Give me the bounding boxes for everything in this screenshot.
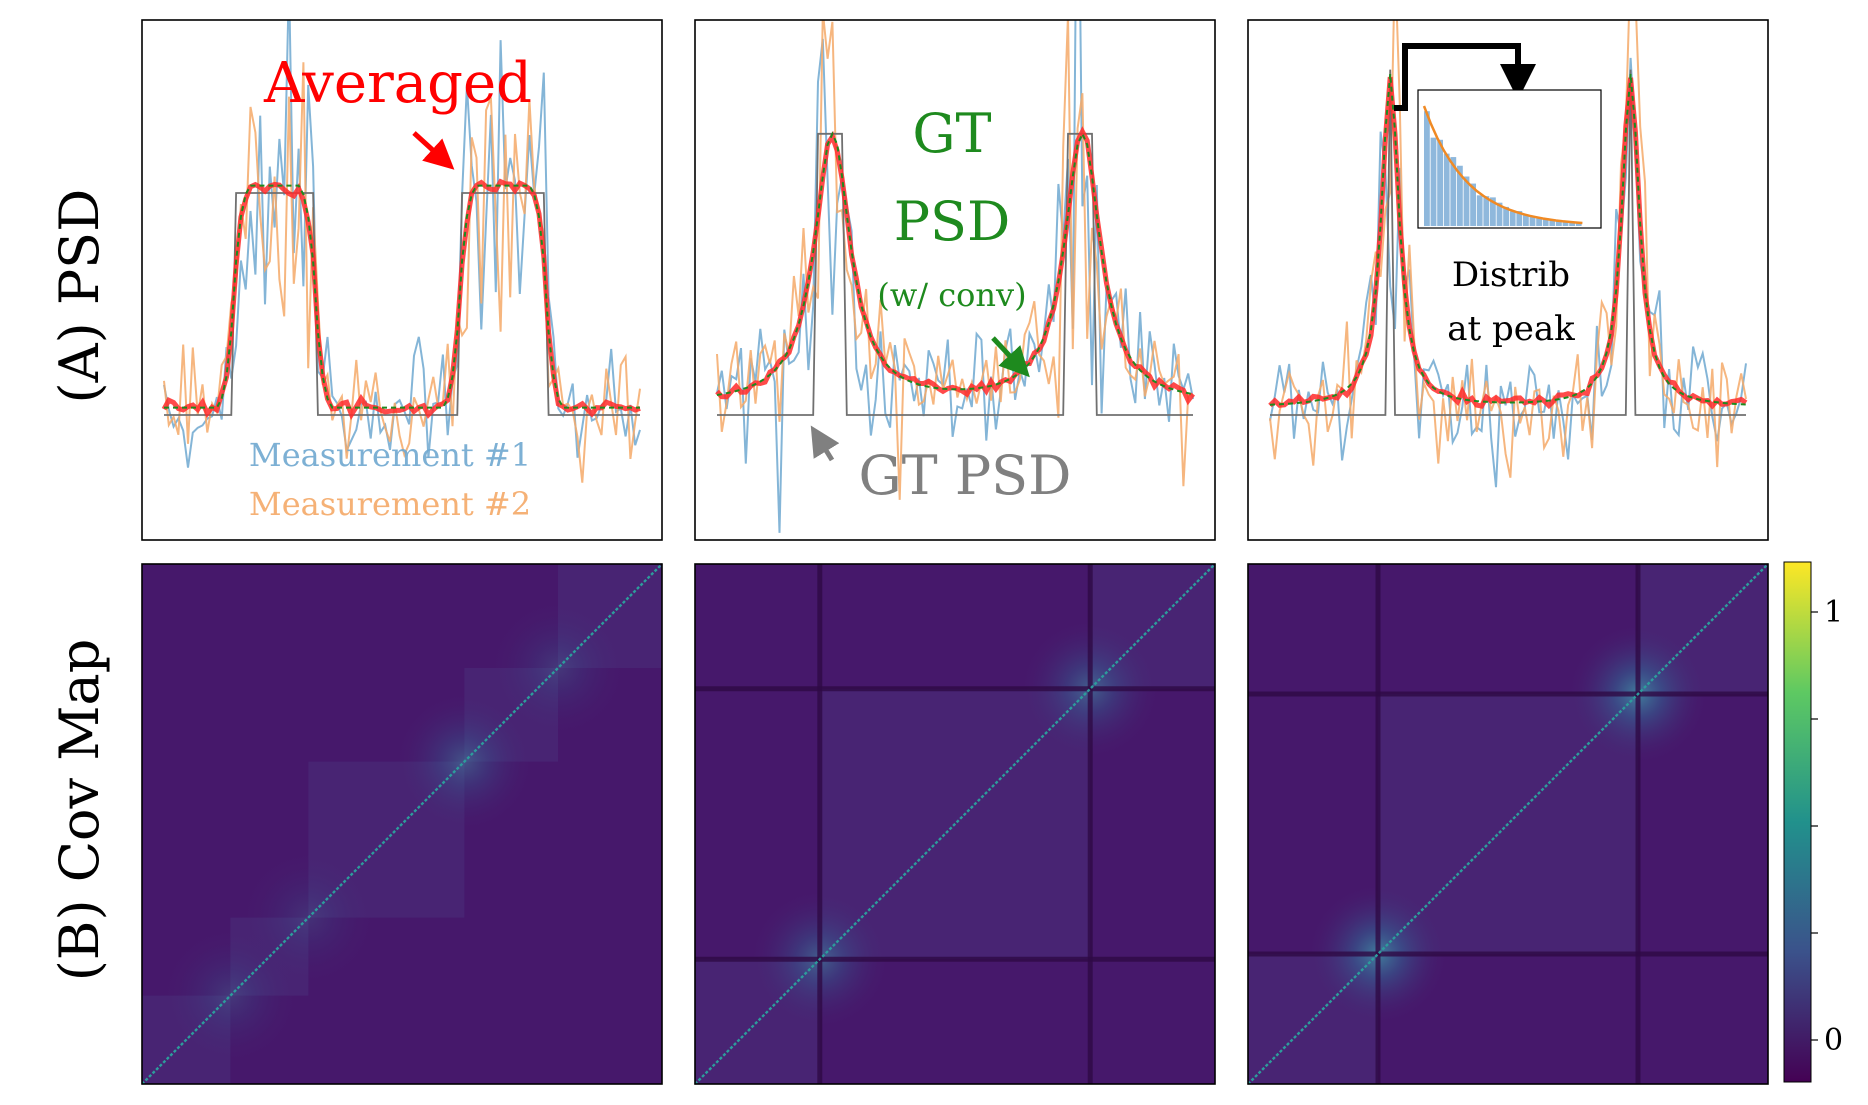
series-averaged <box>1268 76 1748 410</box>
series-gt-conv <box>164 184 640 409</box>
inset-bar <box>1483 196 1490 226</box>
inset-bar <box>1437 139 1443 226</box>
heatmap-diagonal <box>1247 563 1769 1085</box>
inset-bar <box>1470 183 1476 226</box>
inset-bar <box>1430 137 1437 226</box>
heatmap-frame <box>1247 563 1769 1085</box>
inset-bar <box>1529 216 1536 226</box>
series-gt-conv <box>716 131 1194 396</box>
psd-plot-area <box>161 20 641 483</box>
psd-frame <box>141 19 663 541</box>
inset-bar <box>1490 197 1496 226</box>
label-averaged: Averaged <box>263 51 532 116</box>
series-measurement-2 <box>163 62 641 483</box>
label-measurement-1: Measurement #1 <box>249 436 531 474</box>
bracket-arrow <box>1394 43 1536 111</box>
inset-bar <box>1476 195 1483 226</box>
arrow-gt-conv <box>991 336 1030 378</box>
inset-bar <box>1450 157 1457 226</box>
series-measurement-2 <box>1269 20 1747 478</box>
inset-bar <box>1457 165 1463 226</box>
inset-bar <box>1509 211 1516 226</box>
psd-panel-2 <box>694 19 1216 541</box>
label-gt-psd: GT PSD <box>859 444 1072 507</box>
inset-bar <box>1496 202 1503 226</box>
series-gt-psd <box>164 192 640 416</box>
inset-bar <box>1516 211 1523 226</box>
arrow-gt-psd <box>810 425 840 462</box>
inset-bar <box>1562 221 1569 226</box>
inset-bar <box>1549 219 1556 226</box>
inset-bar <box>1536 217 1542 226</box>
colorbar: 1 0 <box>1783 561 1843 1083</box>
series-measurement-1 <box>1269 57 1747 488</box>
inset-bar <box>1503 206 1509 226</box>
inset-bar <box>1569 222 1575 226</box>
inset-bar <box>1542 218 1549 226</box>
psd-plot-area <box>715 20 1196 533</box>
arrow-averaged <box>412 131 455 170</box>
inset-histogram <box>1417 89 1602 229</box>
label-at-peak: at peak <box>1447 309 1575 349</box>
heatmap-panel-1 <box>141 563 663 1085</box>
heatmap-diagonal <box>141 563 663 1085</box>
heatmap-frame <box>141 563 663 1085</box>
inset-bar <box>1443 153 1450 226</box>
heatmap-panel-3 <box>1247 563 1769 1085</box>
inset-bar <box>1523 214 1529 226</box>
heatmap-panel-2 <box>694 563 1216 1085</box>
label-measurement-2: Measurement #2 <box>249 485 531 523</box>
inset-bar <box>1424 111 1430 226</box>
colorbar-tick-1: 1 <box>1824 595 1843 630</box>
colorbar-tick-0: 0 <box>1824 1023 1843 1058</box>
series-measurement-1 <box>716 20 1194 533</box>
inset-bar <box>1575 222 1582 226</box>
series-gt-conv <box>1269 73 1747 406</box>
series-measurement-1 <box>163 20 641 468</box>
row-label-a: (A) PSD <box>48 189 111 404</box>
series-gt-psd <box>1270 69 1746 416</box>
inset-bar <box>1463 176 1470 226</box>
psd-frame <box>1247 19 1769 541</box>
series-gt-psd <box>717 132 1193 416</box>
heatmap-diagonal <box>694 563 1216 1085</box>
psd-panel-1 <box>141 19 663 541</box>
psd-panel-3 <box>1247 19 1769 541</box>
label-gt: GT <box>912 102 991 165</box>
label-w-conv: (w/ conv) <box>877 276 1026 314</box>
heatmap-frame <box>694 563 1216 1085</box>
psd-frame <box>694 19 1216 541</box>
label-psd: PSD <box>894 190 1011 253</box>
inset-bar <box>1556 220 1562 226</box>
psd-plot-area <box>1268 20 1748 488</box>
row-label-b: (B) Cov Map <box>48 639 111 982</box>
label-distrib: Distrib <box>1452 255 1570 295</box>
